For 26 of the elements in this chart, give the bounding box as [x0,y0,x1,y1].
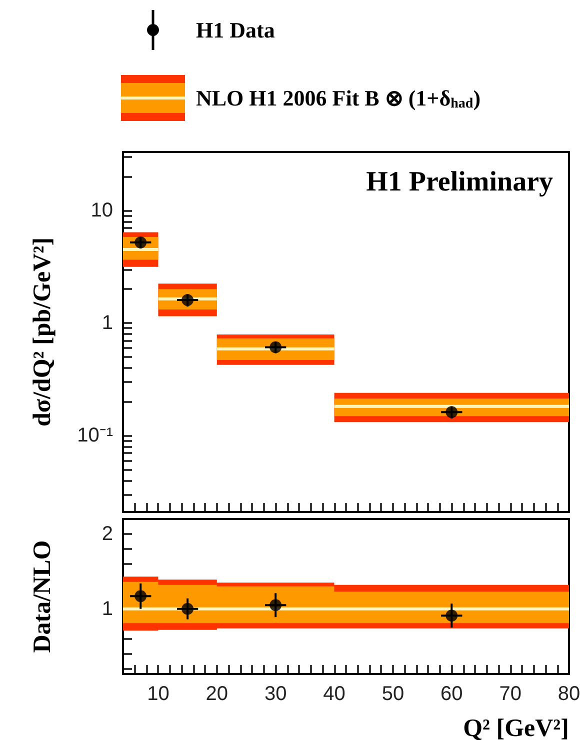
point [134,590,147,602]
x-tick-label: 50 [382,683,404,705]
y-tick-label: 10 [90,199,113,222]
y-tick-label: 1 [102,312,113,334]
x-tick-label: 10 [147,683,170,705]
point [270,341,282,354]
point [134,236,147,248]
point [446,406,458,418]
x-tick-label: 80 [558,683,580,705]
point [446,610,458,622]
y-axis-title: dσ/dQ² [pb/GeV²] [29,237,56,427]
point [182,602,194,615]
x-tick-label: 70 [499,683,522,705]
y-axis-title: Data/NLO [29,540,56,653]
x-tick-label: 40 [323,683,346,705]
x-tick-label: 20 [206,683,228,705]
legend-label: H1 Data [196,18,275,42]
y-tick-label: 10⁻¹ [77,424,114,447]
x-tick-label: 30 [264,683,287,705]
y-tick-label: 1 [102,598,113,620]
x-tick-label: 60 [440,683,463,705]
annotation: H1 Preliminary [366,166,554,198]
y-tick-label: 2 [102,522,113,545]
point [182,294,194,306]
point [270,599,282,612]
x-axis-title: Q² [GeV²] [463,715,569,742]
